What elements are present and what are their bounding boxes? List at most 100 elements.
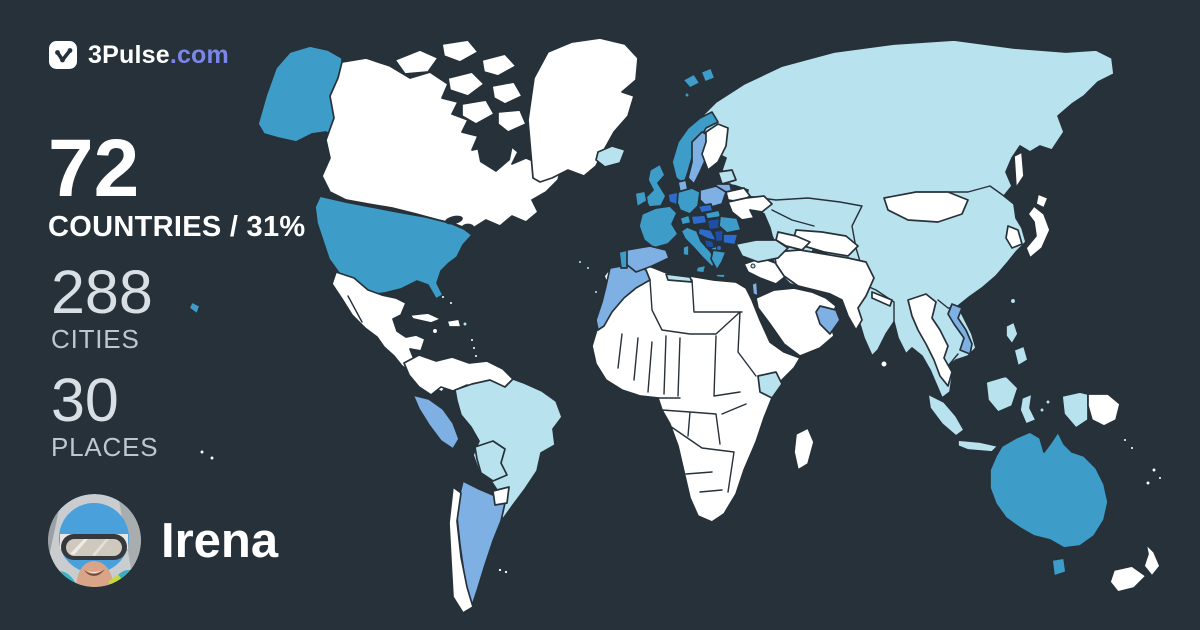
- country-new-zealand[interactable]: [1109, 543, 1161, 593]
- country-papua-new-guinea[interactable]: [1087, 393, 1121, 427]
- country-sri-lanka: [880, 360, 888, 368]
- country-finland[interactable]: [701, 123, 729, 171]
- country-oman-uae[interactable]: [815, 305, 841, 335]
- country-java[interactable]: [957, 439, 999, 453]
- country-cyprus: [750, 263, 756, 269]
- falkland-islands: [497, 567, 503, 573]
- country-portugal[interactable]: [618, 249, 628, 269]
- country-croatia-slovenia[interactable]: [697, 227, 718, 242]
- user-row: Irena: [48, 494, 278, 587]
- country-tasmania[interactable]: [1051, 557, 1067, 577]
- country-sulawesi[interactable]: [1019, 393, 1037, 425]
- azores: [577, 259, 583, 265]
- country-bolivia[interactable]: [474, 440, 508, 482]
- country-united-states[interactable]: [314, 195, 473, 300]
- country-taiwan: [1009, 297, 1017, 305]
- country-greece[interactable]: [710, 249, 727, 271]
- country-united-kingdom[interactable]: [644, 163, 667, 208]
- countries-label: COUNTRIES / 31%: [48, 211, 306, 243]
- country-nepal: [871, 291, 893, 307]
- country-korea[interactable]: [1005, 225, 1023, 249]
- lesser-antilles: [473, 353, 479, 359]
- avatar: [48, 494, 141, 587]
- country-peru[interactable]: [412, 394, 460, 450]
- country-paraguay[interactable]: [492, 486, 510, 506]
- country-switzerland[interactable]: [679, 214, 692, 226]
- moluccas: [1045, 399, 1051, 405]
- lesser-antilles: [471, 345, 477, 351]
- azores: [585, 265, 591, 271]
- country-canada[interactable]: [321, 57, 563, 231]
- country-hawaii[interactable]: [188, 301, 201, 315]
- country-north-macedonia: [715, 244, 723, 252]
- user-name: Irena: [161, 513, 279, 568]
- moluccas: [1039, 407, 1045, 413]
- cities-count: 288: [51, 258, 153, 326]
- country-sicily: [695, 264, 707, 274]
- country-austria[interactable]: [690, 214, 708, 226]
- country-ukraine[interactable]: [727, 195, 773, 221]
- falkland-islands: [503, 569, 509, 575]
- solomon-islands: [1122, 437, 1128, 443]
- new-caledonia: [1145, 480, 1151, 486]
- country-bulgaria[interactable]: [722, 233, 739, 246]
- africa-country-borders: [617, 279, 757, 493]
- great-lakes: [445, 215, 463, 225]
- brand-name: 3Pulse.com: [88, 40, 229, 69]
- country-spain[interactable]: [625, 245, 670, 273]
- country-baltic-states[interactable]: [717, 169, 737, 185]
- country-puerto-rico: [462, 321, 468, 327]
- country-jamaica: [431, 327, 439, 335]
- country-italy[interactable]: [680, 226, 718, 268]
- pacific-islands: [209, 455, 215, 461]
- country-crete: [715, 273, 727, 279]
- canary-islands: [593, 289, 599, 295]
- country-sakhalin: [1013, 151, 1025, 189]
- svalbard: [682, 67, 716, 98]
- gulf-of-california: [347, 295, 363, 323]
- country-morocco[interactable]: [595, 263, 651, 331]
- country-ireland[interactable]: [634, 190, 648, 208]
- country-turkey[interactable]: [735, 239, 789, 263]
- country-cuba[interactable]: [409, 312, 442, 324]
- country-madagascar[interactable]: [793, 427, 815, 471]
- continent-africa[interactable]: [591, 261, 801, 523]
- country-iceland[interactable]: [595, 145, 626, 168]
- country-libya-coast: [665, 273, 693, 283]
- country-romania[interactable]: [718, 215, 742, 234]
- countries-count: 72: [48, 123, 140, 214]
- fiji: [1151, 467, 1157, 473]
- fiji: [1157, 475, 1163, 481]
- country-greenland[interactable]: [527, 37, 639, 183]
- country-sardinia: [682, 244, 690, 257]
- country-hispaniola[interactable]: [446, 318, 462, 328]
- country-israel[interactable]: [751, 281, 759, 297]
- country-iran-afghanistan-pakistan[interactable]: [773, 249, 875, 331]
- country-borneo[interactable]: [985, 375, 1019, 413]
- hudson-bay: [476, 134, 514, 172]
- country-france[interactable]: [638, 205, 679, 249]
- canadian-arctic-islands: [394, 39, 527, 133]
- country-brazil[interactable]: [454, 378, 563, 520]
- country-kenya[interactable]: [757, 371, 783, 399]
- country-sumatra[interactable]: [927, 393, 965, 437]
- brand-suffix: .com: [169, 40, 229, 69]
- lesser-antilles: [469, 337, 475, 343]
- country-myanmar-thailand[interactable]: [907, 293, 953, 387]
- country-poland[interactable]: [699, 185, 727, 209]
- country-bahamas: [448, 300, 454, 306]
- country-germany[interactable]: [675, 187, 701, 215]
- great-lakes: [462, 223, 474, 231]
- brand-logo[interactable]: 3Pulse.com: [48, 40, 229, 70]
- country-vietnam-laos[interactable]: [947, 303, 973, 355]
- country-benelux[interactable]: [667, 191, 679, 206]
- pulse-check-icon: [49, 41, 77, 69]
- country-mongolia[interactable]: [883, 191, 969, 223]
- country-chile[interactable]: [448, 486, 474, 614]
- country-west-papua[interactable]: [1061, 391, 1089, 429]
- country-philippines[interactable]: [1005, 321, 1029, 367]
- country-japan[interactable]: [1025, 193, 1051, 259]
- country-australia[interactable]: [989, 431, 1109, 549]
